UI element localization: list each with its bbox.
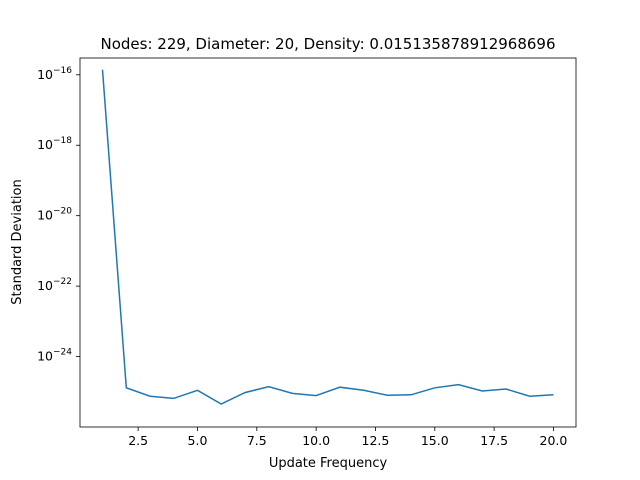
y-axis-label: Standard Deviation bbox=[10, 179, 25, 304]
y-axis: 10−24 10−22 10−20 10−18 10−16 bbox=[37, 66, 80, 364]
y-tick-label: 10−22 bbox=[37, 277, 72, 293]
y-tick-label: 10−18 bbox=[37, 136, 72, 152]
y-tick-label: 10−20 bbox=[37, 207, 72, 223]
x-axis-label: Update Frequency bbox=[269, 456, 388, 471]
x-tick-label: 20.0 bbox=[540, 433, 568, 448]
x-tick-label: 5.0 bbox=[188, 433, 208, 448]
x-tick-label: 17.5 bbox=[480, 433, 508, 448]
y-tick-label: 10−16 bbox=[37, 66, 72, 82]
x-tick-label: 15.0 bbox=[421, 433, 449, 448]
x-tick-label: 10.0 bbox=[302, 433, 330, 448]
x-tick-label: 12.5 bbox=[362, 433, 390, 448]
plot-frame bbox=[79, 57, 577, 428]
x-axis: 2.5 5.0 7.5 10.0 12.5 15.0 17.5 20.0 bbox=[128, 427, 567, 448]
x-tick-label: 2.5 bbox=[128, 433, 148, 448]
y-tick-label: 10−24 bbox=[37, 348, 72, 364]
x-tick-label: 7.5 bbox=[247, 433, 267, 448]
chart-title: Nodes: 229, Diameter: 20, Density: 0.015… bbox=[100, 35, 555, 53]
series-line bbox=[101, 69, 554, 405]
